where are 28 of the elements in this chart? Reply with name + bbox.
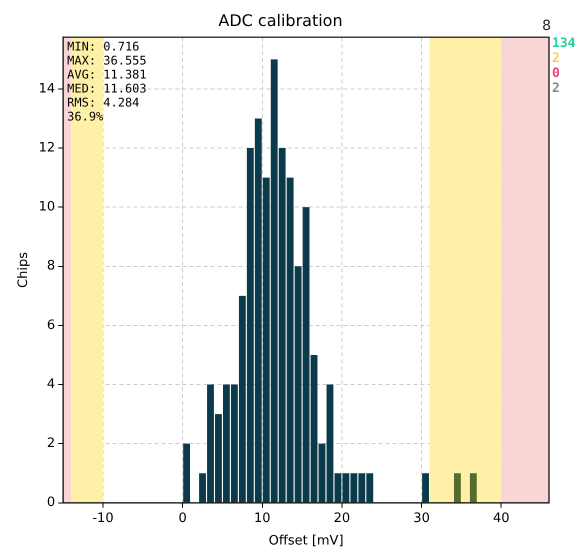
text: 0 <box>552 66 560 82</box>
x-tick-label: 20 <box>334 510 350 526</box>
text: 2 <box>552 51 560 66</box>
y-tick-label: 10 <box>38 200 56 215</box>
annotation: 36.9% <box>67 109 104 124</box>
x-tick-label: -10 <box>92 510 114 526</box>
y-tick-label: 4 <box>46 376 56 392</box>
annotation: RMS: 4.284 <box>67 95 140 110</box>
y-axis-title: Chips <box>16 252 32 288</box>
annotation: MIN: 0.716 <box>67 39 140 54</box>
text: 134 <box>552 36 576 52</box>
y-tick-label: 12 <box>38 140 56 156</box>
x-tick-label: 10 <box>254 510 271 526</box>
x-axis-title: Offset [mV] <box>268 534 344 549</box>
text: 8 <box>542 18 551 34</box>
chart-title: ADC calibration <box>218 10 343 30</box>
y-tick-label: 8 <box>46 258 56 274</box>
y-tick-label: 14 <box>38 81 56 96</box>
x-tick-label: 30 <box>413 510 430 526</box>
y-tick-label: 6 <box>46 318 56 333</box>
y-tick-label: 2 <box>46 436 56 452</box>
x-tick-label: 40 <box>492 510 510 526</box>
annotation: MAX: 36.555 <box>67 53 147 68</box>
annotation: AVG: 11.381 <box>67 67 147 82</box>
y-tick-label: 0 <box>46 495 56 510</box>
annotation: MED: 11.603 <box>67 81 147 96</box>
text: 2 <box>552 81 560 96</box>
x-tick-label: 0 <box>178 510 187 526</box>
